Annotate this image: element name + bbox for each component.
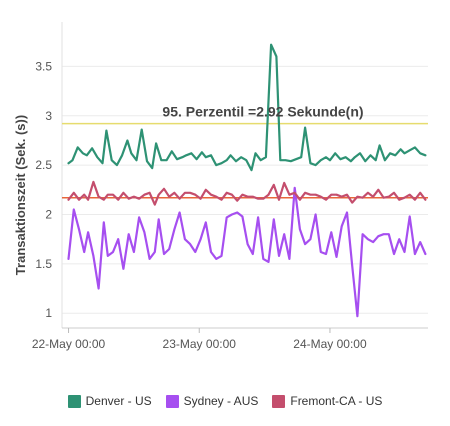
series-line-0 — [67, 43, 427, 172]
legend-label-fremont: Fremont-CA - US — [290, 394, 383, 408]
legend-item-fremont[interactable]: Fremont-CA - US — [272, 394, 382, 408]
legend-swatch-denver — [67, 394, 81, 408]
x-tick-label: 22-May 00:00 — [32, 337, 106, 351]
legend-swatch-fremont — [272, 394, 286, 408]
y-tick-label: 1 — [45, 306, 52, 320]
chart-legend: Denver - US Sydney - AUS Fremont-CA - US — [0, 394, 450, 408]
legend-label-denver: Denver - US — [85, 394, 152, 408]
series-line-2 — [67, 180, 427, 206]
y-tick-label: 3 — [45, 109, 52, 123]
y-axis-title: Transaktionszeit (Sek. (s)) — [13, 115, 28, 275]
x-tick-label: 24-May 00:00 — [293, 337, 367, 351]
y-tick-label: 1.5 — [35, 257, 52, 271]
legend-item-denver[interactable]: Denver - US — [67, 394, 152, 408]
y-tick-label: 2.5 — [35, 158, 52, 172]
y-tick-label: 2 — [45, 207, 52, 221]
legend-swatch-sydney — [165, 394, 179, 408]
legend-item-sydney[interactable]: Sydney - AUS — [165, 394, 259, 408]
percentile-annotation: 95. Perzentil =2.92 Sekunde(n) — [162, 104, 363, 120]
legend-label-sydney: Sydney - AUS — [183, 394, 259, 408]
x-tick-label: 23-May 00:00 — [163, 337, 237, 351]
series-line-1 — [67, 186, 427, 318]
y-tick-label: 3.5 — [35, 59, 52, 73]
